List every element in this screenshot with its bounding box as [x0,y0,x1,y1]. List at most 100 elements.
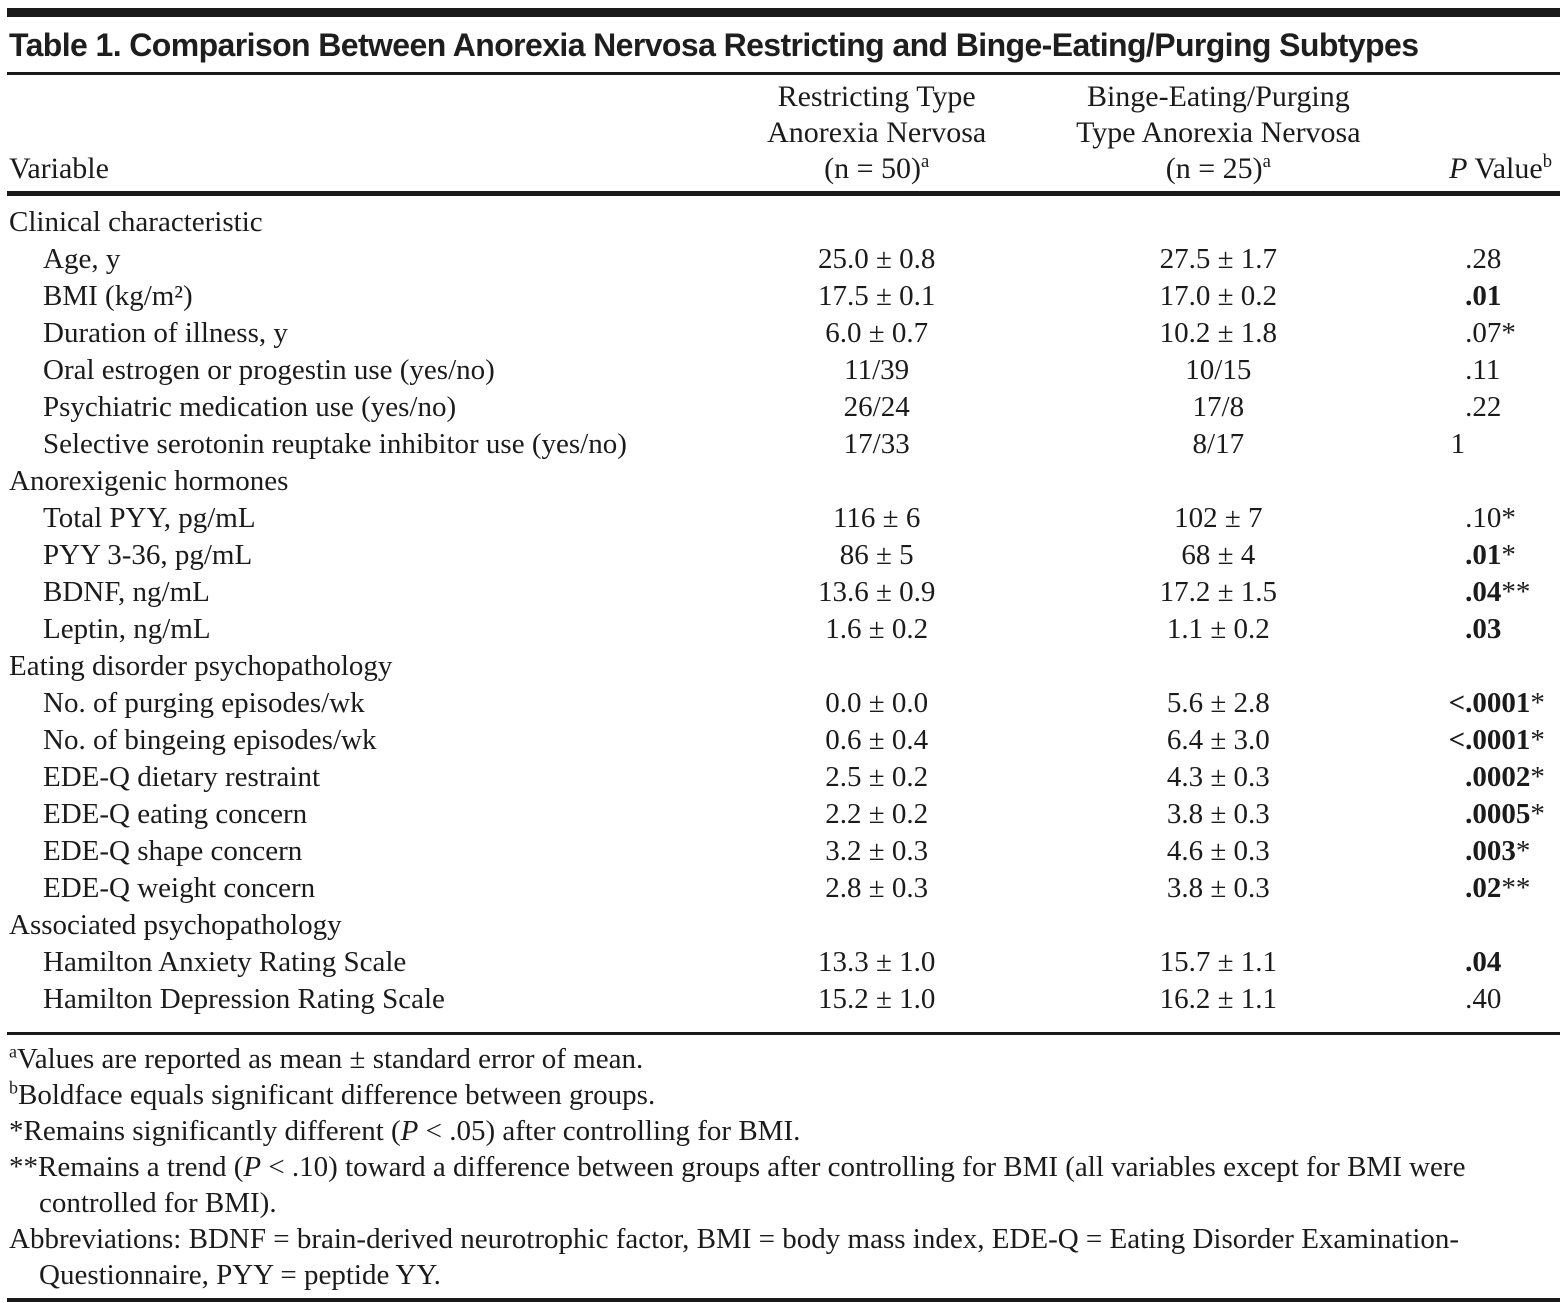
header-restricting-n-text: (n = 50) [824,152,921,185]
p-value-cell: .04 [1465,946,1502,978]
p-value-cell: .02** [1465,872,1531,904]
section-row: Associated psychopathology [7,907,1560,944]
footnote-b: bBoldface equals significant difference … [9,1077,656,1111]
header-restricting-line2: Anorexia Nervosa [767,116,987,149]
restricting-value: 0.6 ± 0.4 [825,724,929,756]
binge-value: 1.1 ± 0.2 [1166,613,1270,645]
binge-value: 27.5 ± 1.7 [1159,243,1278,275]
binge-value: 16.2 ± 1.1 [1159,983,1278,1015]
row-label: EDE-Q dietary restraint [43,761,321,793]
footnote-marker-b: b [1542,151,1552,172]
restricting-value: 15.2 ± 1.0 [817,983,936,1015]
footnote-abbreviations: Abbreviations: BDNF = brain-derived neur… [9,1223,1460,1291]
section-label: Eating disorder psychopathology [9,650,393,682]
binge-value: 10/15 [1185,354,1252,386]
p-value-cell: .01 [1465,280,1502,312]
row-label: No. of purging episodes/wk [43,687,365,719]
table-row: Selective serotonin reuptake inhibitor u… [7,426,1560,463]
restricting-value: 2.8 ± 0.3 [825,872,929,904]
row-label: Hamilton Anxiety Rating Scale [43,946,407,978]
row-label: Hamilton Depression Rating Scale [43,983,445,1015]
restricting-value: 3.2 ± 0.3 [825,835,929,867]
p-value-cell: .03 [1465,613,1502,645]
p-value-cell: .07* [1465,317,1516,349]
restricting-value: 11/39 [844,354,910,386]
p-value-cell: .11 [1465,354,1501,386]
p-value-text: Value [1467,152,1543,185]
table-row: PYY 3-36, pg/mL 86 ± 5 68 ± 4 .01* [7,537,1560,574]
table-row: No. of bingeing episodes/wk 0.6 ± 0.4 6.4 … [7,722,1560,759]
p-value-cell: .04** [1465,576,1531,608]
footnote-a: aValues are reported as mean ± standard … [9,1041,644,1075]
table-body: Clinical characteristic Age, y 25.0 ± 0.8… [7,196,1560,1032]
row-label: PYY 3-36, pg/mL [43,539,253,571]
p-value-cell: .01* [1465,539,1516,571]
top-rule [7,8,1560,17]
p-value-cell: .28 [1465,243,1502,275]
p-value-cell: .40 [1465,983,1502,1015]
binge-value: 3.8 ± 0.3 [1166,798,1270,830]
binge-value: 6.4 ± 3.0 [1166,724,1270,756]
header-restricting-type: Restricting Type Anorexia Nervosa (n = 5… [706,79,1048,187]
restricting-value: 116 ± 6 [833,502,921,534]
header-rule [7,191,1560,196]
footnote-marker-a: a [1262,151,1271,172]
p-italic: P [1449,152,1468,185]
table-row: EDE-Q weight concern 2.8 ± 0.3 3.8 ± 0.3 .0… [7,870,1560,907]
binge-value: 68 ± 4 [1181,539,1256,571]
restricting-value: 0.0 ± 0.0 [825,687,929,719]
p-value-cell: <.0001* [1448,687,1545,719]
binge-value: 5.6 ± 2.8 [1166,687,1270,719]
header-binge-purge-type: Binge-Eating/Purging Type Anorexia Nervo… [1048,79,1390,187]
binge-value: 17.0 ± 0.2 [1159,280,1278,312]
footnote-asterisk: *Remains significantly different (P < .0… [9,1115,801,1147]
p-value-cell: 1 [1450,428,1466,460]
restricting-value: 26/24 [843,391,910,423]
section-label: Associated psychopathology [9,909,342,941]
p-value-cell: .0005* [1465,798,1545,830]
section-row: Clinical characteristic [7,204,1560,241]
row-label: Selective serotonin reuptake inhibitor u… [43,428,627,460]
table-row: EDE-Q dietary restraint 2.5 ± 0.2 4.3 ± 0.… [7,759,1560,796]
table-row: EDE-Q shape concern 3.2 ± 0.3 4.6 ± 0.3 .00… [7,833,1560,870]
row-label: Psychiatric medication use (yes/no) [43,391,457,423]
table-row: Oral estrogen or progestin use (yes/no) 1… [7,352,1560,389]
binge-value: 4.3 ± 0.3 [1166,761,1270,793]
row-label: EDE-Q shape concern [43,835,303,867]
restricting-value: 2.5 ± 0.2 [825,761,929,793]
row-label: BMI (kg/m²) [43,280,193,312]
section-label: Anorexigenic hormones [9,465,289,497]
footnotes: aValues are reported as mean ± standard … [7,1035,1560,1298]
table-row: No. of purging episodes/wk 0.0 ± 0.0 5.6 ±… [7,685,1560,722]
footnote-marker-b: b [9,1077,18,1098]
restricting-value: 6.0 ± 0.7 [825,317,929,349]
row-label: Duration of illness, y [43,317,288,349]
header-restricting-line1: Restricting Type [777,80,976,113]
section-label: Clinical characteristic [9,206,263,238]
table-row: BMI (kg/m²) 17.5 ± 0.1 17.0 ± 0.2 .01 [7,278,1560,315]
table-row: Duration of illness, y 6.0 ± 0.7 10.2 ± 1.… [7,315,1560,352]
restricting-value: 13.3 ± 1.0 [817,946,936,978]
bottom-rule [7,1298,1560,1302]
binge-value: 3.8 ± 0.3 [1166,872,1270,904]
section-row: Eating disorder psychopathology [7,648,1560,685]
p-value-cell: <.0001* [1448,724,1545,756]
footnote-marker-a: a [9,1041,17,1062]
binge-value: 102 ± 7 [1174,502,1263,534]
table-row: Psychiatric medication use (yes/no) 26/24… [7,389,1560,426]
header-binge-line1: Binge-Eating/Purging [1086,80,1350,113]
row-label: Age, y [43,243,121,275]
table-title: Table 1. Comparison Between Anorexia Ner… [9,27,1419,63]
restricting-value: 13.6 ± 0.9 [817,576,936,608]
table-row: Hamilton Anxiety Rating Scale 13.3 ± 1.0 1… [7,944,1560,981]
binge-value: 8/17 [1192,428,1245,460]
restricting-value: 2.2 ± 0.2 [825,798,929,830]
table-row: BDNF, ng/mL 13.6 ± 0.9 17.2 ± 1.5 .04** [7,574,1560,611]
header-binge-line2: Type Anorexia Nervosa [1076,116,1361,149]
footnote-double-asterisk: **Remains a trend (P < .10) toward a dif… [9,1151,1466,1219]
table-row: Age, y 25.0 ± 0.8 27.5 ± 1.7 .28 [7,241,1560,278]
header-binge-n: (n = 25)a [1048,151,1390,187]
restricting-value: 17.5 ± 0.1 [817,280,936,312]
binge-value: 17/8 [1192,391,1245,423]
